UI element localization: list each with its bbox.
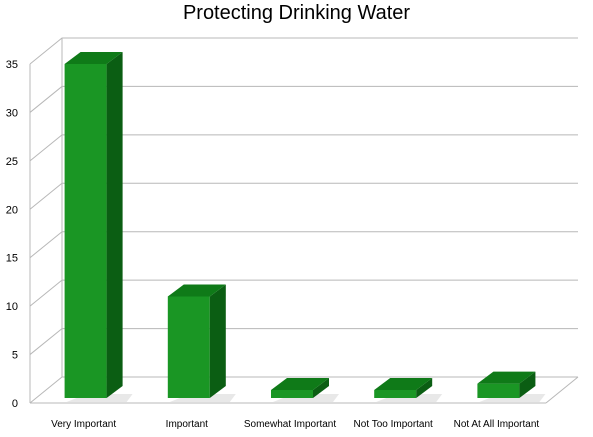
axis-layer: [29, 38, 579, 404]
bar: [271, 378, 339, 402]
bar-top: [64, 52, 123, 64]
bar-top: [477, 371, 536, 384]
x-category-label: Somewhat Important: [244, 419, 336, 430]
y-tick-label: 15: [6, 253, 18, 265]
bar-front: [64, 64, 107, 398]
y-tick-label: 35: [6, 59, 18, 71]
bar-side: [416, 378, 433, 398]
bar-front: [271, 390, 313, 398]
bars-layer: [64, 52, 546, 402]
bar: [167, 284, 236, 402]
bar-side: [519, 371, 536, 398]
y-tick-label: 30: [6, 107, 18, 119]
bar: [64, 52, 133, 402]
bar-top: [271, 378, 329, 390]
bar-front: [374, 390, 417, 398]
y-tick-label: 25: [6, 156, 18, 168]
x-category-label: Important: [166, 419, 208, 430]
x-category-label: Very Important: [51, 419, 116, 430]
y-tick-label: 5: [12, 350, 18, 362]
y-tick-label: 10: [6, 301, 18, 313]
bar-side: [313, 378, 329, 398]
bar-top: [374, 378, 433, 390]
bar-side: [209, 284, 226, 398]
bar-side: [106, 52, 123, 398]
bar: [477, 371, 546, 402]
chart-title: Protecting Drinking Water: [182, 2, 411, 24]
x-category-label: Not Too Important: [354, 419, 434, 430]
bar-top: [167, 284, 226, 297]
floor-right-edge: [545, 376, 579, 404]
bar: [374, 378, 443, 402]
y-tick-label: 0: [12, 398, 18, 410]
bar-front: [477, 383, 520, 398]
bar-front: [167, 296, 210, 398]
y-tick-label: 20: [6, 204, 18, 216]
labels-layer: 0 5 10 15 20 25 30 35 Very Important Important Som…: [6, 59, 540, 430]
x-category-label: Not At All Important: [454, 419, 540, 430]
